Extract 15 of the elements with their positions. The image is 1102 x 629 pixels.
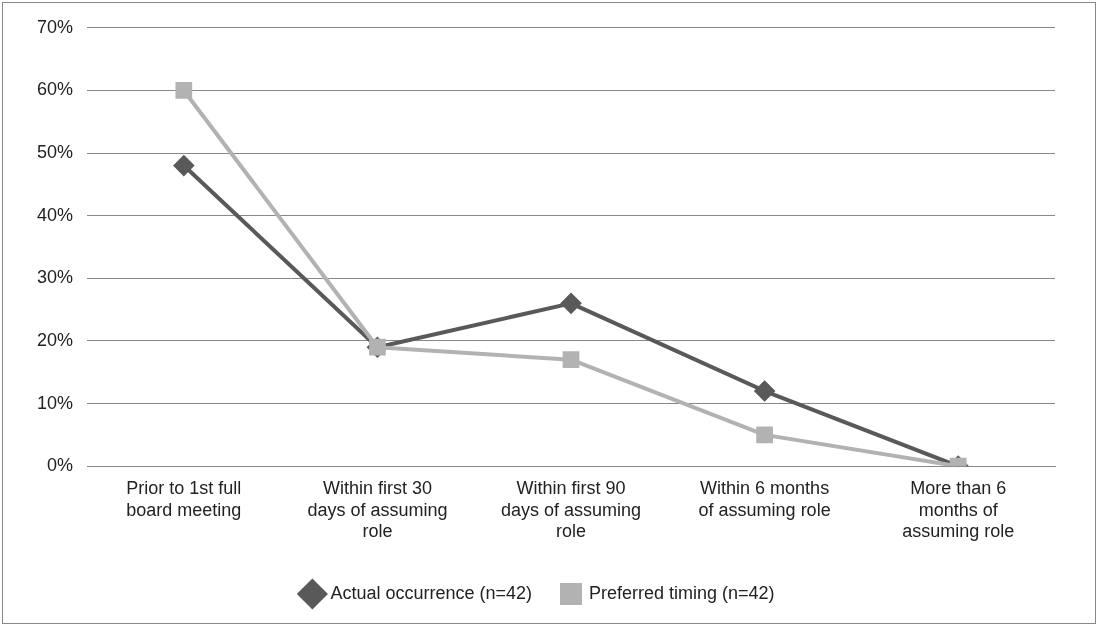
y-tick-label: 10% (37, 392, 74, 413)
y-tick-label: 70% (37, 16, 74, 37)
y-tick-label: 60% (37, 79, 74, 100)
x-tick-label: Within first 30 days of assuming role (307, 477, 448, 542)
legend-label: Preferred timing (n=42) (589, 582, 775, 603)
y-tick-label: 40% (37, 204, 74, 225)
y-tick-label: 0% (47, 455, 74, 476)
y-tick-label: 20% (37, 329, 74, 350)
legend-label: Actual occurrence (n=42) (330, 582, 533, 603)
x-tick-label: More than 6 months of assuming role (902, 477, 1015, 542)
x-tick-label: Within first 90 days of assuming role (500, 477, 642, 542)
x-tick-label: Prior to 1st full board meeting (126, 477, 242, 520)
y-tick-label: 30% (37, 267, 74, 288)
x-tick-label: Within 6 months of assuming role (698, 477, 831, 520)
y-tick-label: 50% (37, 142, 74, 163)
